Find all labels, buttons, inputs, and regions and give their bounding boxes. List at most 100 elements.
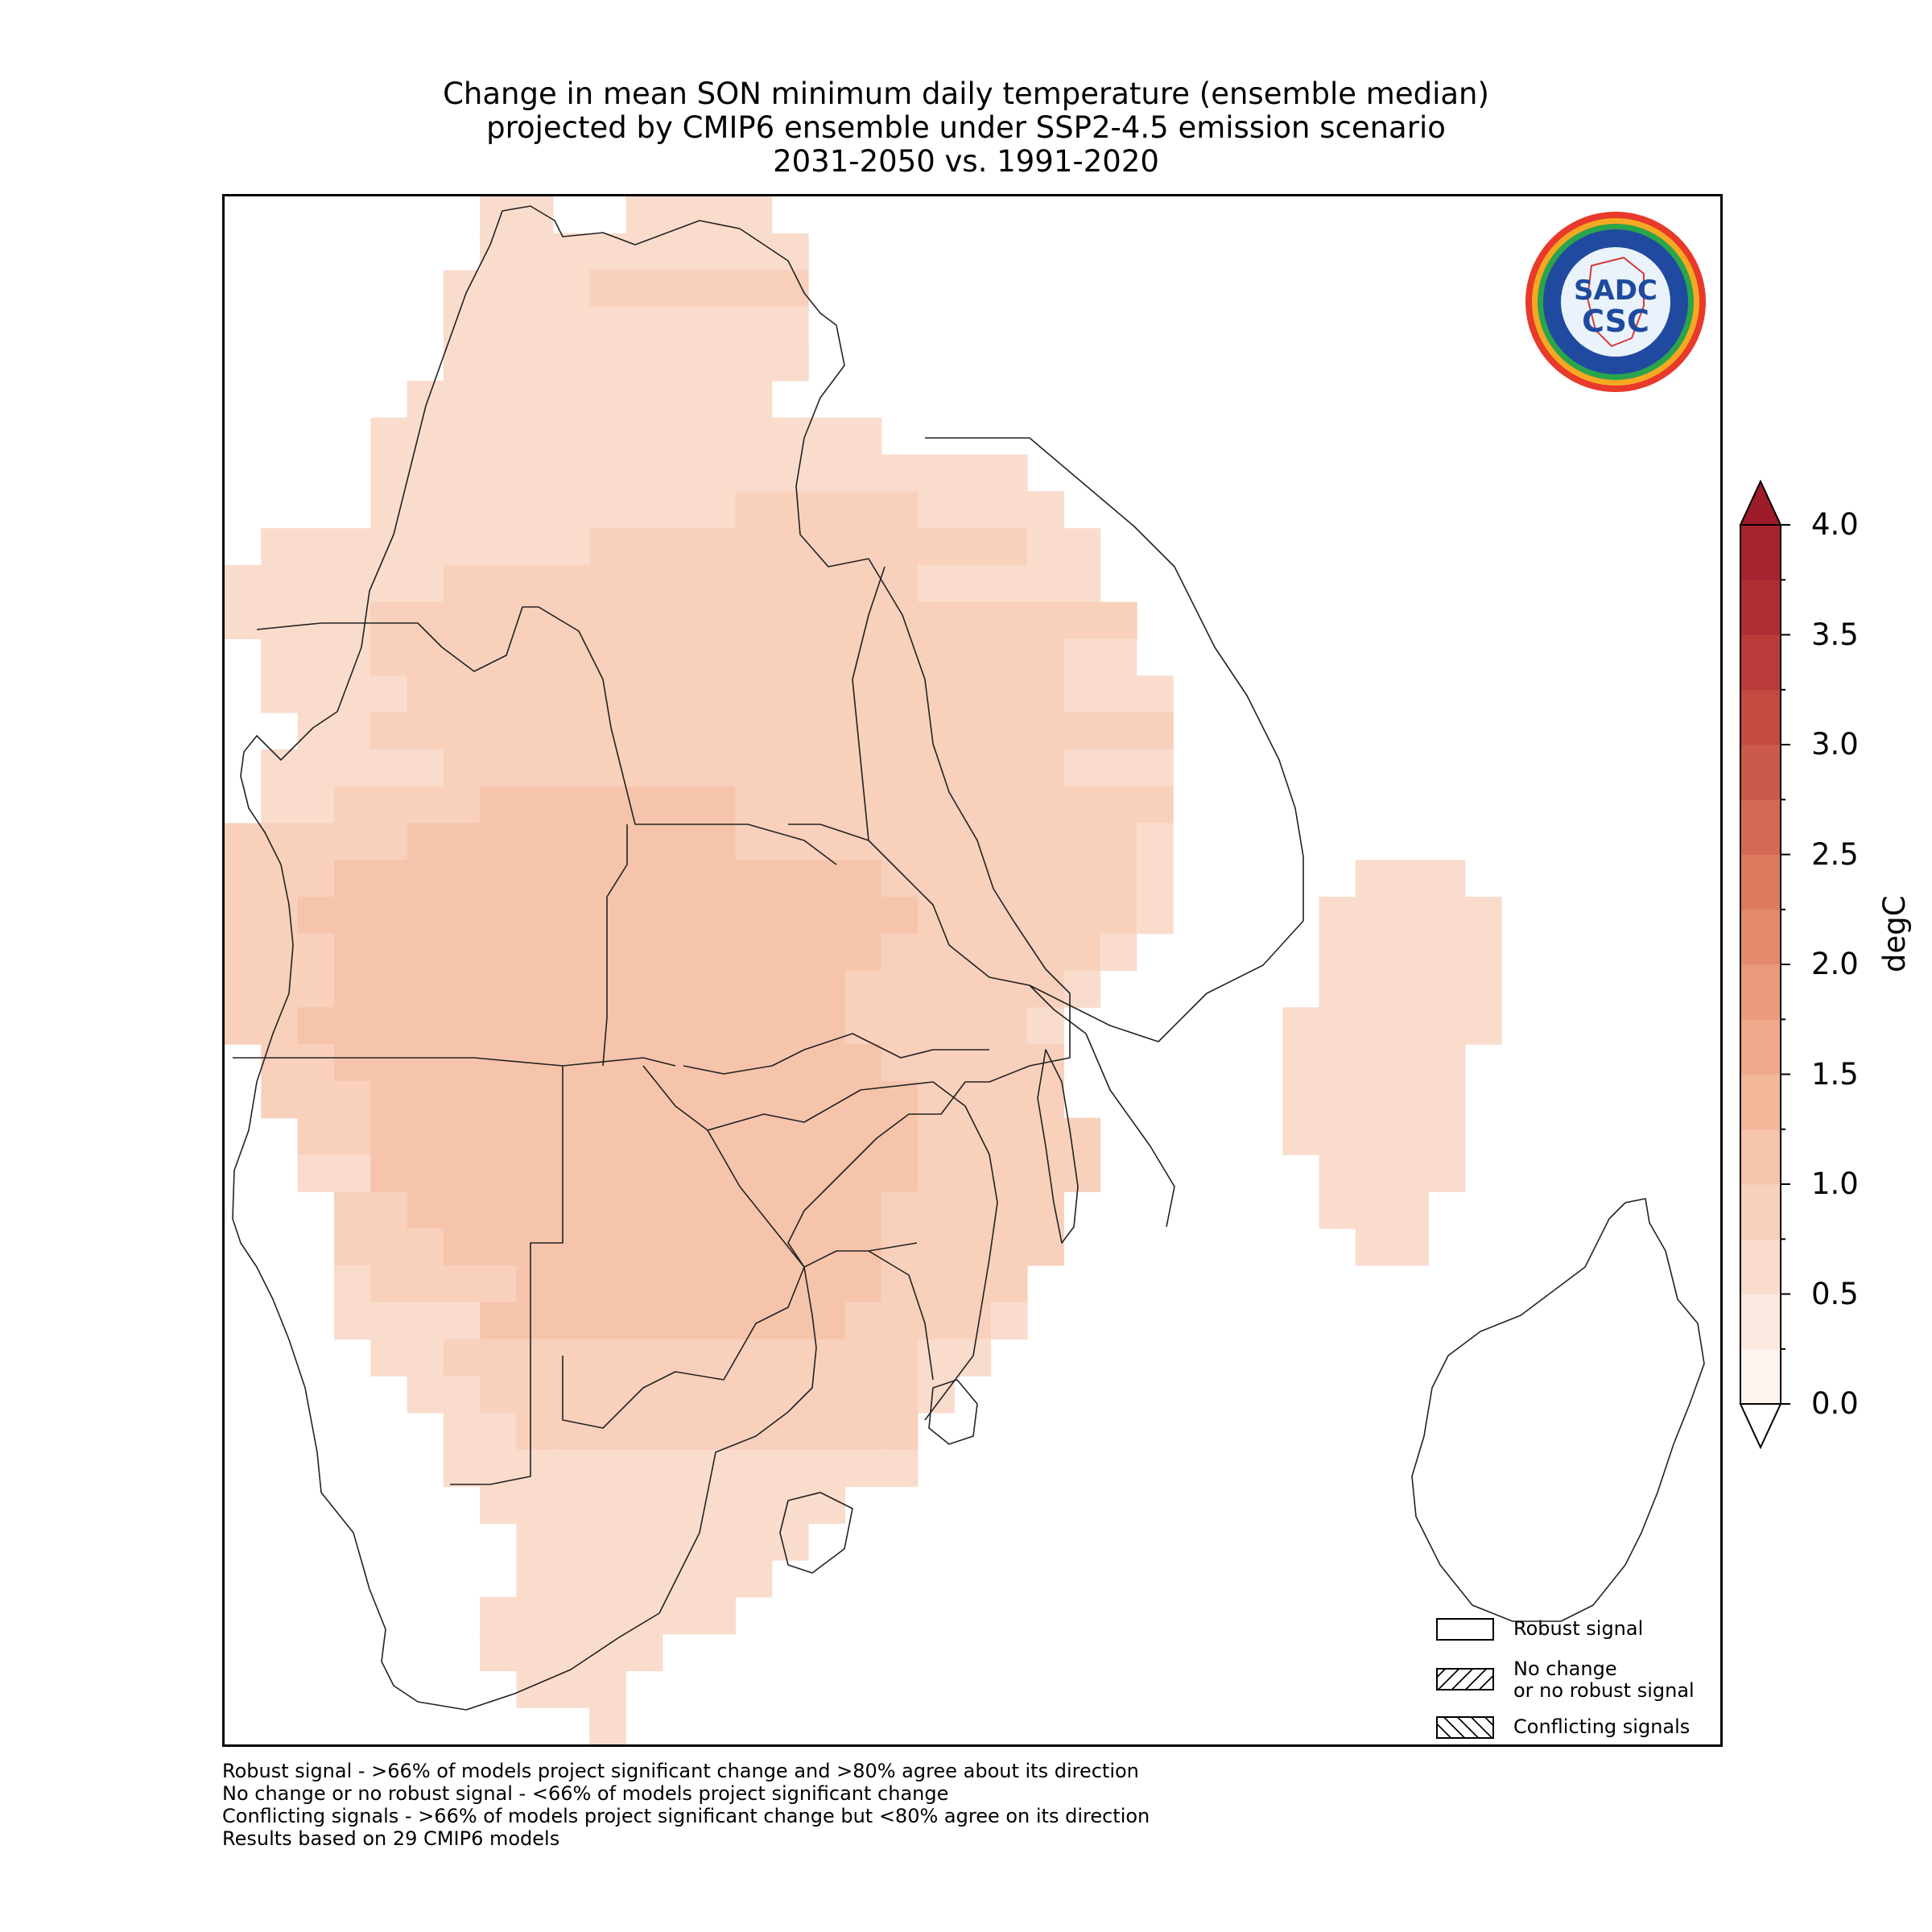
grid-cell: [844, 1302, 992, 1340]
grid-cell: [1136, 823, 1174, 861]
grid-cell: [589, 1707, 627, 1744]
colorbar-segment: [1740, 1294, 1781, 1350]
border-zambia-zimbabwe: [642, 1065, 990, 1155]
border-drc-angola: [256, 606, 837, 865]
grid-cell: [225, 896, 299, 935]
grid-cell: [918, 1154, 1101, 1192]
colorbar-segment: [1740, 1184, 1781, 1240]
grid-cell: [1319, 1191, 1430, 1229]
colorbar-segment: [1740, 799, 1781, 855]
border-angola-namibia: [233, 1057, 676, 1067]
grid-cell: [334, 1191, 408, 1229]
colorbar-segment: [1740, 964, 1781, 1020]
grid-cell: [370, 454, 809, 492]
grid-cell: [443, 1412, 518, 1451]
colorbar-segment: [1740, 1129, 1781, 1185]
grid-cell: [443, 749, 627, 787]
grid-cell: [771, 417, 882, 456]
grid-cell: [881, 1265, 1028, 1303]
grid-cell: [443, 1449, 554, 1488]
grid-cell: [480, 1633, 663, 1671]
note-no-change: No change or no robust signal - <66% of …: [222, 1782, 949, 1805]
map-panel: [222, 194, 1723, 1747]
grid-cell: [443, 1228, 882, 1266]
grid-cell: [480, 786, 736, 824]
grid-cell: [480, 1596, 736, 1635]
grid-cell: [881, 1449, 919, 1488]
grid-cell: [516, 1560, 773, 1598]
colorbar-tick-label: 2.5: [1811, 836, 1859, 872]
grid-cell: [1282, 1044, 1466, 1082]
grid-cell: [771, 601, 1137, 639]
grid-cell: [480, 270, 590, 308]
grid-cell: [334, 786, 481, 824]
grid-cell: [1136, 896, 1174, 935]
grid-cell: [261, 1044, 335, 1082]
grid-cell: [1063, 638, 1137, 676]
border-botswana-zimbabwe: [707, 1129, 805, 1268]
note-conflicting: Conflicting signals - >66% of models pro…: [222, 1805, 1150, 1827]
note-models: Results based on 29 CMIP6 models: [222, 1827, 560, 1850]
colorbar-ticks: [1781, 524, 1790, 1405]
grid-cell: [881, 1228, 1064, 1266]
grid-cell: [735, 528, 1028, 566]
grid-cell: [918, 1339, 992, 1377]
grid-cell: [407, 380, 773, 419]
grid-cell: [261, 528, 371, 566]
grid-cell: [225, 564, 444, 603]
colorbar-tick-label: 4.0: [1811, 507, 1859, 542]
logo-mark-top: SADC: [1574, 275, 1657, 307]
grid-cell: [918, 896, 1137, 935]
grid-cell: [334, 1044, 882, 1082]
grid-cell: [1319, 896, 1466, 935]
grid-cell: [1355, 860, 1393, 898]
colorbar-segments: [1739, 480, 1782, 1450]
grid-cell: [261, 786, 335, 824]
lake-malawi: [1037, 1049, 1079, 1244]
grid-cell: [334, 1228, 444, 1266]
coastline-madagascar: [1411, 1198, 1705, 1622]
grid-cell: [589, 638, 1064, 676]
grid-cell: [261, 675, 408, 713]
grid-cell: [225, 933, 335, 972]
grid-cell: [334, 1265, 371, 1303]
grid-cell: [297, 1007, 846, 1045]
grid-cell: [516, 1412, 919, 1451]
grid-cell: [735, 491, 919, 529]
country-borders: [232, 205, 1705, 1711]
grid-cell: [334, 860, 882, 898]
grid-cell: [1063, 970, 1101, 1008]
colorbar-tick-label: 0.0: [1811, 1386, 1859, 1421]
grid-cell: [589, 270, 809, 308]
legend-label-conflicting: Conflicting signals: [1513, 1715, 1690, 1738]
colorbar-extend-under: [1739, 1403, 1782, 1450]
title-line-1: Change in mean SON minimum daily tempera…: [443, 76, 1489, 111]
grid-cell: [589, 528, 737, 566]
grid-cell: [1282, 1007, 1502, 1045]
legend-swatch-robust: [1436, 1618, 1494, 1641]
colorbar: [1739, 480, 1790, 1450]
footnotes: Robust signal - >66% of models project s…: [222, 1760, 1150, 1850]
grid-cell: [1319, 1154, 1466, 1192]
border-zambia-south: [683, 1033, 989, 1075]
grid-cell: [1282, 1080, 1466, 1119]
colorbar-tick-label: 3.5: [1811, 617, 1859, 652]
chart-title: Change in mean SON minimum daily tempera…: [0, 77, 1932, 179]
legend-swatch-no-change: [1436, 1668, 1494, 1690]
sadc-csc-logo: SADC CSC: [1525, 212, 1706, 392]
map-svg: [225, 196, 1705, 1744]
colorbar-tick-label: 3.0: [1811, 727, 1859, 762]
grid-cell: [261, 638, 371, 676]
grid-cell: [1464, 896, 1502, 935]
grid-cell: [735, 786, 1174, 824]
grid-cell: [370, 1265, 518, 1303]
grid-cell: [808, 454, 1028, 492]
border-lesotho: [779, 1492, 853, 1574]
border-zimbabwe-mozambique: [924, 1154, 998, 1421]
colorbar-segment: [1740, 580, 1781, 635]
legend-label-no-change-2: or no robust signal: [1513, 1679, 1695, 1702]
border-zimbabwe-southafrica: [868, 1250, 934, 1381]
logo-mark-bottom: CSC: [1582, 303, 1649, 339]
grid-cell: [370, 638, 590, 676]
grid-cell: [1136, 860, 1174, 898]
